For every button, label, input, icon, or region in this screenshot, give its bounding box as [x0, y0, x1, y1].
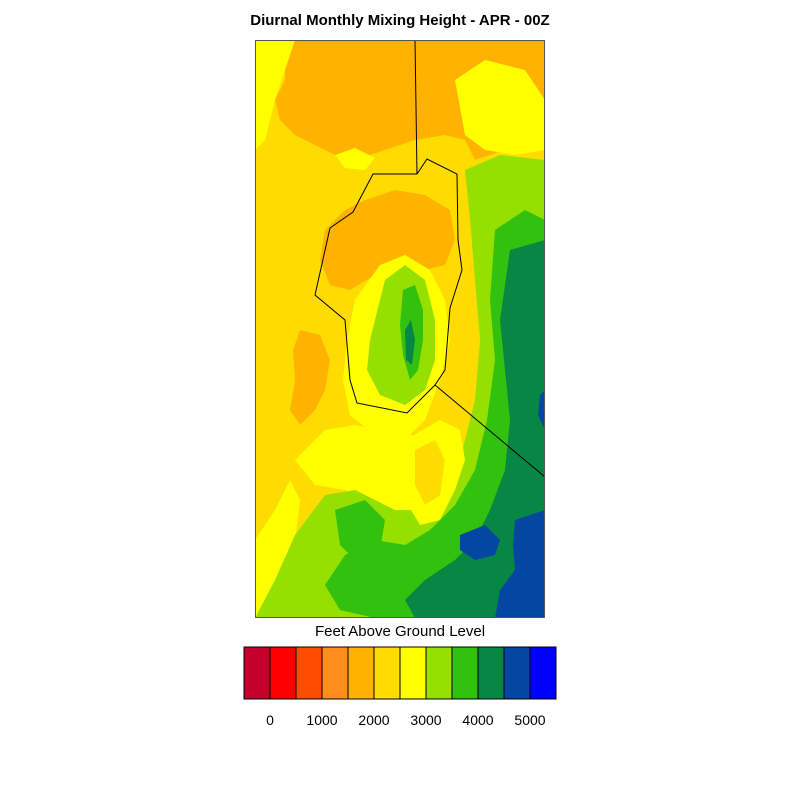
boundary-line-se — [434, 384, 545, 478]
field-blue-se1 — [460, 525, 500, 560]
field-yellow-east — [455, 60, 545, 155]
legend-tick-label: 3000 — [410, 712, 442, 728]
field-blue-east — [538, 390, 545, 430]
field-orange-west — [290, 330, 330, 425]
legend-swatch-2 — [295, 646, 323, 700]
color-legend — [243, 646, 557, 700]
field-darkgreen-center — [405, 320, 415, 365]
field-darkgreen-east — [405, 240, 545, 618]
legend-swatch-3 — [321, 646, 349, 700]
legend-tick-label: 0 — [266, 712, 274, 728]
mixing-height-map — [255, 40, 545, 618]
legend-swatch-10 — [503, 646, 531, 700]
legend-tick-label: 1000 — [306, 712, 338, 728]
field-yellow-nw — [255, 40, 295, 150]
legend-tick-label: 4000 — [462, 712, 494, 728]
field-yellow-n — [335, 148, 375, 170]
legend-swatch-8 — [451, 646, 479, 700]
map-frame — [255, 40, 545, 618]
legend-swatch-6 — [399, 646, 427, 700]
map-title: Diurnal Monthly Mixing Height - APR - 00… — [250, 12, 550, 29]
legend-swatch-7 — [425, 646, 453, 700]
legend-tick-label: 2000 — [358, 712, 390, 728]
legend-swatch-5 — [373, 646, 401, 700]
legend-swatch-11 — [529, 646, 557, 700]
field-gold-south — [415, 440, 445, 505]
legend-swatch-0 — [243, 646, 271, 700]
legend-swatch-9 — [477, 646, 505, 700]
legend-title: Feet Above Ground Level — [314, 623, 486, 640]
boundary-line-north — [414, 40, 418, 175]
field-blue-se2 — [495, 510, 545, 618]
legend-tick-label: 5000 — [514, 712, 546, 728]
field-yellow-sw — [255, 480, 300, 618]
field-green-sw — [335, 500, 385, 560]
legend-swatch-4 — [347, 646, 375, 700]
legend-swatch-1 — [269, 646, 297, 700]
